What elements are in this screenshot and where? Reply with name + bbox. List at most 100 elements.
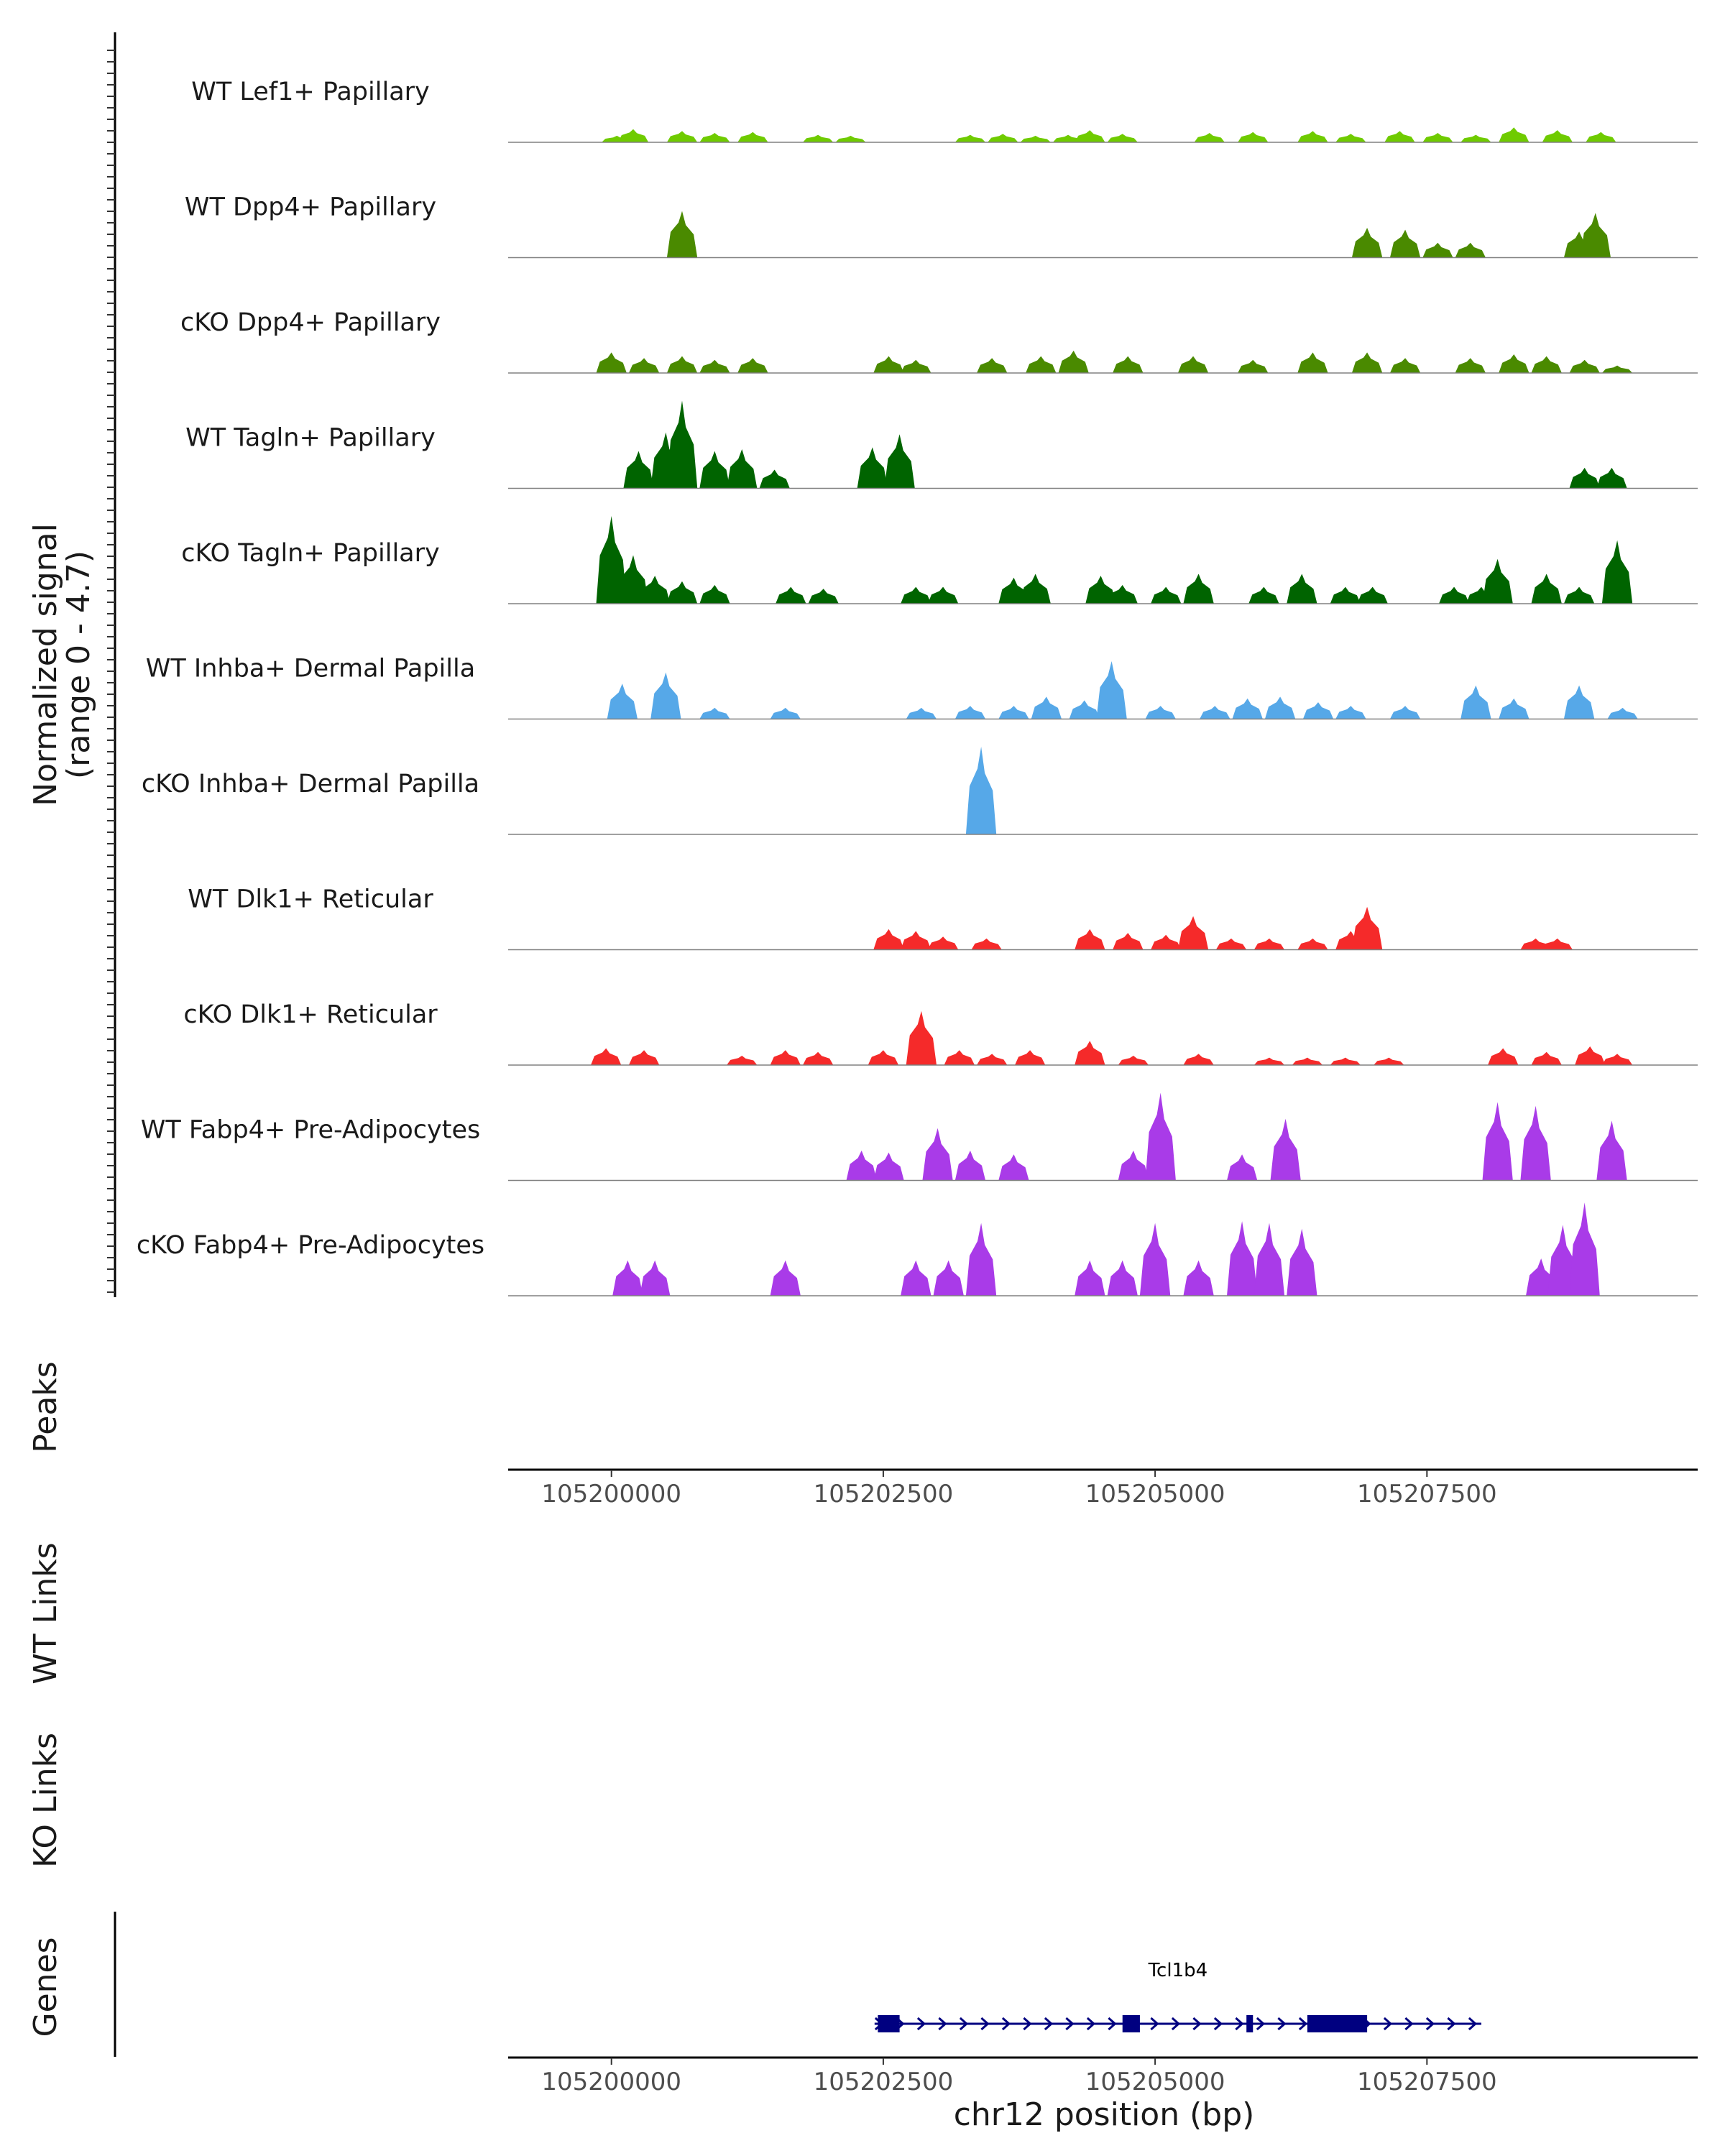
x-tick-label: 105207500 bbox=[1357, 1480, 1497, 1508]
signal-peak bbox=[1482, 1102, 1513, 1181]
signal-peak bbox=[1596, 1120, 1627, 1181]
signal-peak bbox=[1384, 131, 1415, 142]
track-2: WT Dpp4+ Papillary bbox=[185, 193, 1698, 259]
signal-peak bbox=[1031, 696, 1062, 719]
signal-peak bbox=[1227, 1154, 1258, 1181]
strand-arrow bbox=[916, 2017, 926, 2031]
signal-peak bbox=[1118, 1056, 1149, 1065]
signal-peak bbox=[1596, 467, 1627, 489]
coverage-y-axis-subtitle: (range 0 - 4.7) bbox=[60, 550, 97, 779]
signal-peak bbox=[998, 577, 1029, 604]
signal-peak bbox=[699, 359, 730, 373]
track-4: WT Tagln+ Papillary bbox=[185, 400, 1698, 489]
x-axis-title: chr12 position (bp) bbox=[954, 2096, 1255, 2133]
signal-peak bbox=[1020, 573, 1051, 604]
track-8: WT Dlk1+ Reticular bbox=[188, 885, 1698, 951]
signal-peak bbox=[699, 133, 730, 142]
signal-peak bbox=[1351, 352, 1383, 373]
signal-peak bbox=[1531, 573, 1562, 604]
signal-peak bbox=[1085, 576, 1116, 604]
signal-peak bbox=[884, 434, 915, 489]
signal-peak bbox=[1113, 356, 1144, 373]
signal-peak bbox=[954, 1151, 986, 1181]
signal-peak bbox=[1302, 702, 1334, 719]
signal-peak bbox=[965, 747, 997, 834]
signal-peak bbox=[1389, 706, 1421, 719]
signal-peak bbox=[737, 132, 768, 142]
strand-arrow bbox=[959, 2017, 969, 2031]
signal-peak bbox=[1215, 938, 1247, 950]
signal-peak bbox=[954, 134, 986, 142]
track-label: WT Fabp4+ Pre-Adipocytes bbox=[141, 1116, 480, 1145]
signal-peak bbox=[1563, 685, 1595, 719]
signal-peak bbox=[1575, 1046, 1606, 1065]
track-label: cKO Tagln+ Papillary bbox=[181, 539, 440, 568]
strand-arrow bbox=[1192, 2017, 1202, 2031]
signal-peak bbox=[901, 1260, 932, 1296]
signal-peak bbox=[737, 358, 768, 373]
signal-peak bbox=[1569, 467, 1600, 489]
signal-peak bbox=[1020, 135, 1051, 142]
strand-arrow bbox=[1044, 2017, 1054, 2031]
signal-peak bbox=[1460, 685, 1491, 719]
signal-peak bbox=[1075, 1260, 1105, 1296]
gene-exon bbox=[1307, 2015, 1368, 2032]
strand-arrow bbox=[1277, 2017, 1287, 2031]
signal-peak bbox=[1183, 1054, 1214, 1065]
signal-peak bbox=[1297, 938, 1328, 950]
signal-peak bbox=[1254, 1222, 1285, 1296]
track-label: WT Inhba+ Dermal Papilla bbox=[146, 655, 475, 683]
signal-peak bbox=[1058, 350, 1089, 373]
x-tick-label: 105202500 bbox=[814, 1480, 954, 1508]
track-label: WT Dpp4+ Papillary bbox=[185, 193, 436, 222]
signal-peak bbox=[977, 358, 1008, 373]
signal-peak bbox=[1601, 1054, 1633, 1065]
signal-peak bbox=[1488, 1048, 1519, 1065]
strand-arrow bbox=[1404, 2017, 1414, 2031]
signal-peak bbox=[1330, 586, 1361, 604]
signal-peak bbox=[944, 1050, 975, 1065]
track-6: WT Inhba+ Dermal Papilla bbox=[146, 655, 1698, 720]
signal-peak bbox=[1139, 1222, 1171, 1296]
signal-peak bbox=[906, 707, 937, 719]
signal-peak bbox=[1145, 706, 1176, 719]
strand-arrow bbox=[1001, 2017, 1011, 2031]
signal-peak bbox=[1499, 354, 1530, 373]
strand-arrow bbox=[1086, 2017, 1096, 2031]
signal-peak bbox=[803, 1051, 834, 1065]
signal-peak bbox=[759, 469, 790, 489]
signal-peak bbox=[699, 451, 730, 489]
signal-peak bbox=[1015, 1050, 1046, 1065]
signal-peak bbox=[965, 1222, 997, 1296]
signal-peak bbox=[1151, 934, 1182, 950]
signal-peak bbox=[1455, 358, 1486, 373]
signal-peak bbox=[1145, 1092, 1176, 1181]
track-label: cKO Fabp4+ Pre-Adipocytes bbox=[137, 1231, 484, 1260]
signal-peak bbox=[1374, 1057, 1404, 1065]
signal-peak bbox=[617, 555, 649, 604]
gene-exon bbox=[878, 2015, 900, 2032]
ko-links-panel-label: KO Links bbox=[27, 1733, 64, 1868]
signal-peak bbox=[1075, 929, 1105, 950]
signal-peak bbox=[873, 929, 904, 950]
genes-x-axis-ticks: 105200000 105202500 105205000 105207500 bbox=[541, 2058, 1497, 2096]
genes-panel-label: Genes bbox=[27, 1937, 64, 2037]
signal-peak bbox=[1264, 696, 1296, 719]
signal-peak bbox=[988, 134, 1018, 142]
signal-peak bbox=[1292, 1057, 1323, 1065]
signal-peak bbox=[770, 707, 801, 719]
signal-peak bbox=[1069, 700, 1100, 719]
signal-peak bbox=[873, 1152, 904, 1181]
gene-exon bbox=[1246, 2015, 1254, 2032]
signal-peak bbox=[873, 356, 904, 373]
track-label: WT Tagln+ Papillary bbox=[185, 424, 436, 453]
signal-peak bbox=[1183, 573, 1214, 604]
signal-peak bbox=[1297, 131, 1328, 142]
strand-arrow bbox=[1235, 2017, 1244, 2031]
strand-arrow bbox=[1383, 2017, 1393, 2031]
signal-peak bbox=[977, 1054, 1008, 1065]
signal-peak bbox=[628, 1050, 660, 1065]
signal-peak bbox=[835, 135, 866, 142]
signal-peak bbox=[1227, 1221, 1258, 1296]
